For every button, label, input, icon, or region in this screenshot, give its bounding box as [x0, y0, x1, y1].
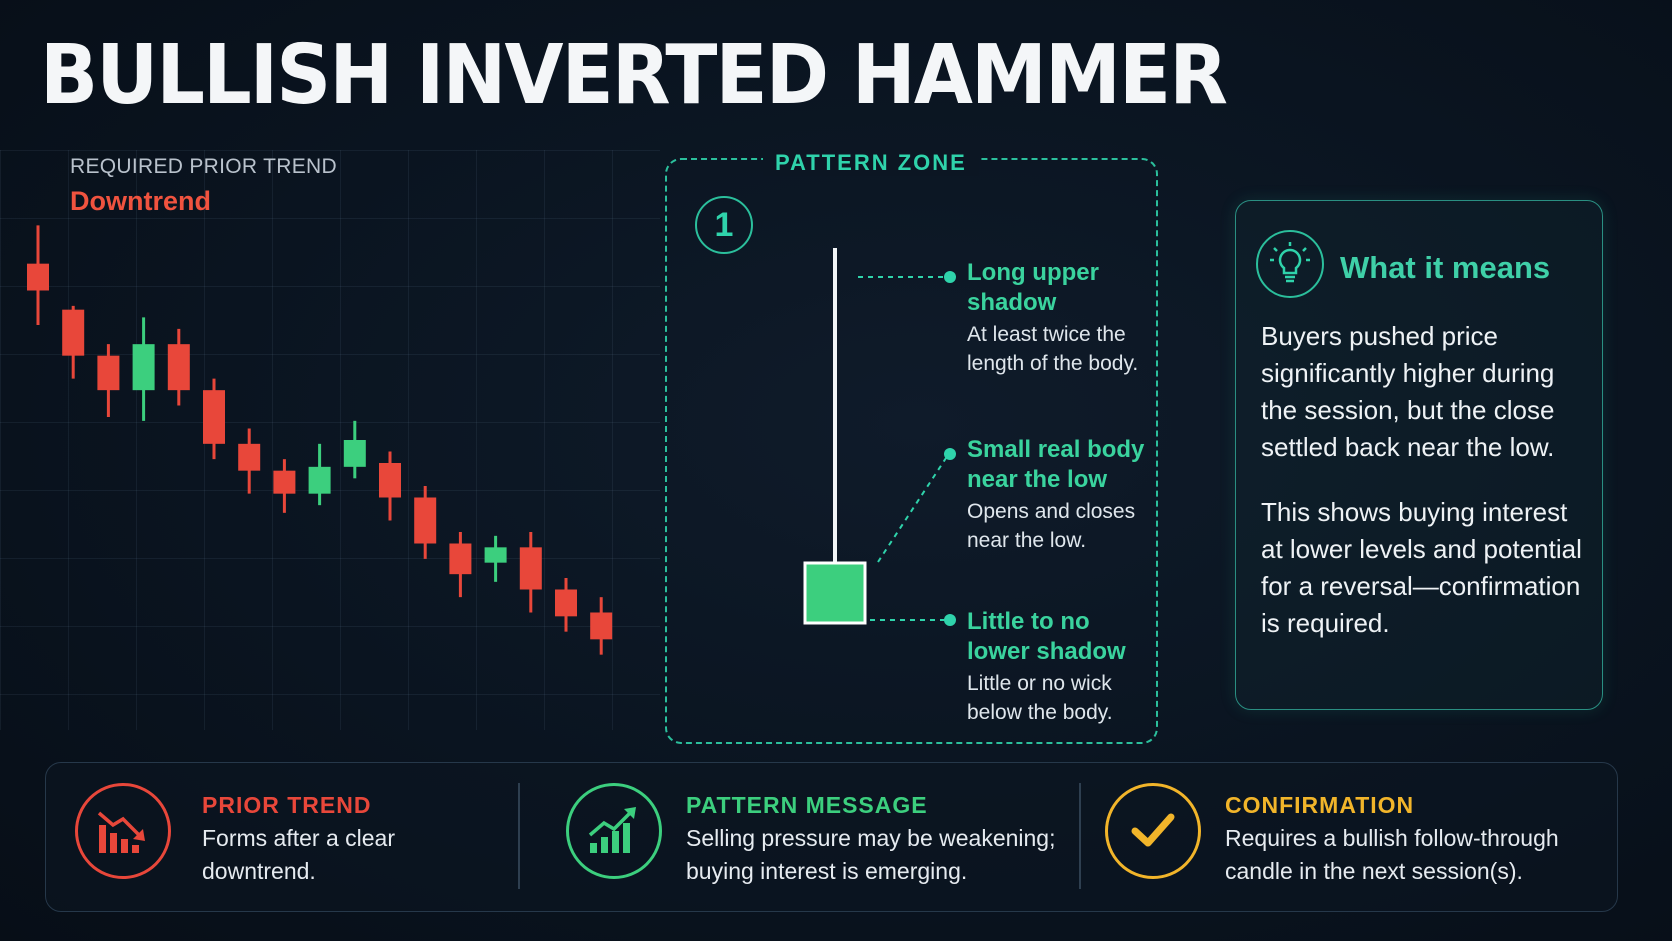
prior-trend-heading: PRIOR TREND [202, 792, 372, 818]
divider [518, 783, 520, 889]
candle-body [167, 344, 190, 391]
candle-body [203, 390, 225, 444]
candle [132, 317, 155, 421]
summary-bar [45, 762, 1618, 912]
annotation-upper-shadow: Long upper shadow At least twice the len… [967, 258, 1157, 378]
pattern-message-heading: PATTERN MESSAGE [686, 792, 928, 818]
annotation-heading: Long upper shadow [967, 259, 1099, 316]
candle-body [27, 263, 49, 291]
candle-body [555, 589, 577, 617]
candle-body [484, 547, 507, 563]
candle [343, 420, 366, 479]
confirmation-text: Requires a bullish follow-through candle… [1225, 825, 1559, 884]
candle-body [273, 470, 296, 494]
candlestick-chart [27, 225, 613, 655]
lightbulb-icon [1256, 230, 1324, 298]
candle [449, 532, 472, 598]
prior-trend-value: Downtrend [70, 186, 211, 216]
inverted-hammer-diagram [803, 248, 956, 626]
candle [414, 486, 437, 559]
pointer-body-dot [944, 448, 956, 460]
pattern-message-text: Selling pressure may be weakening; buyin… [686, 825, 1056, 884]
annotation-heading: Little to no lower shadow [967, 608, 1126, 665]
annotation-heading: Small real body near the low [967, 436, 1145, 493]
pattern-zone-title: PATTERN ZONE [763, 150, 979, 176]
candle-body [449, 543, 472, 575]
candle [97, 344, 120, 417]
candle [519, 532, 542, 613]
candle [27, 225, 49, 325]
checkmark-icon [1105, 783, 1201, 879]
candle [273, 459, 296, 513]
uptrend-chart-icon [566, 783, 662, 879]
prior-trend-label: REQUIRED PRIOR TREND [70, 155, 337, 178]
real-body [803, 561, 867, 625]
pattern-number-badge: 1 [695, 196, 753, 254]
pointer-upper-dot [944, 271, 956, 283]
annotation-description: Opens and closes near the low. [967, 500, 1136, 552]
candle [203, 378, 225, 460]
candle [379, 451, 401, 521]
annotation-real-body: Small real body near the low Opens and c… [967, 435, 1157, 555]
confirmation-heading: CONFIRMATION [1225, 792, 1415, 818]
candle-body [519, 547, 542, 590]
candle [555, 578, 577, 632]
annotation-lower-shadow: Little to no lower shadow Little or no w… [967, 607, 1157, 727]
candle [167, 328, 190, 406]
pointer-lower-dot [944, 614, 956, 626]
annotation-description: At least twice the length of the body. [967, 323, 1139, 375]
candle-body [132, 344, 155, 391]
candle [238, 428, 261, 494]
candle [484, 535, 507, 582]
divider [1079, 783, 1081, 889]
background-grid [0, 150, 660, 730]
candle-body [590, 612, 613, 640]
means-paragraph-1: Buyers pushed price significantly higher… [1261, 321, 1555, 462]
candle-body [308, 466, 331, 494]
page-title: BULLISH INVERTED HAMMER [40, 28, 1228, 123]
candle-body [379, 463, 401, 498]
what-it-means-title: What it means [1340, 250, 1551, 285]
candle [308, 443, 331, 506]
pointer-body [877, 457, 947, 563]
candle-body [414, 497, 437, 544]
candle-body [238, 443, 261, 471]
candle-body [343, 440, 366, 467]
candle-body [97, 355, 120, 391]
downtrend-chart-icon [75, 783, 171, 879]
candle-body [62, 309, 85, 356]
candle [590, 597, 613, 655]
means-paragraph-2: This shows buying interest at lower leve… [1261, 497, 1582, 638]
prior-trend-text: Forms after a clear downtrend. [202, 825, 395, 884]
candle [62, 305, 85, 379]
annotation-description: Little or no wick below the body. [967, 672, 1113, 724]
